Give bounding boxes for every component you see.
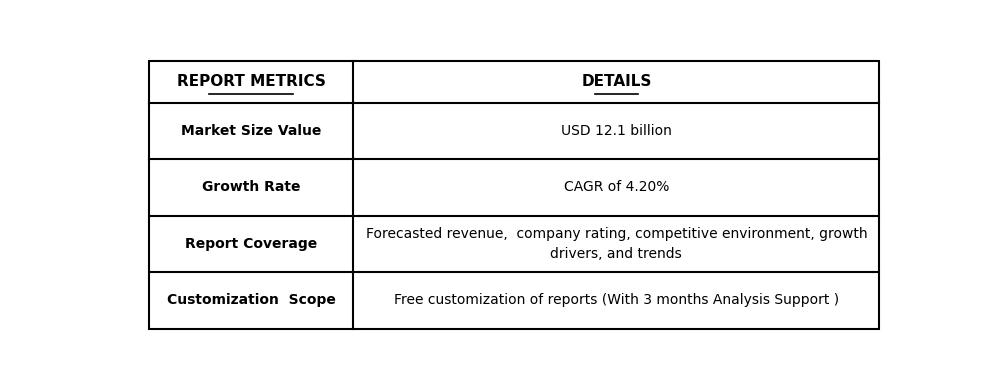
Bar: [148, 61, 879, 329]
Text: Market Size Value: Market Size Value: [180, 124, 321, 138]
Text: CAGR of 4.20%: CAGR of 4.20%: [563, 180, 668, 195]
Text: Report Coverage: Report Coverage: [184, 237, 317, 251]
Text: Forecasted revenue,  company rating, competitive environment, growth
drivers, an: Forecasted revenue, company rating, comp…: [365, 227, 867, 261]
Text: REPORT METRICS: REPORT METRICS: [176, 74, 325, 90]
Text: Growth Rate: Growth Rate: [201, 180, 300, 195]
Text: Free customization of reports (With 3 months Analysis Support ): Free customization of reports (With 3 mo…: [394, 293, 838, 307]
Text: DETAILS: DETAILS: [580, 74, 651, 90]
Text: Customization  Scope: Customization Scope: [166, 293, 335, 307]
Text: USD 12.1 billion: USD 12.1 billion: [560, 124, 671, 138]
